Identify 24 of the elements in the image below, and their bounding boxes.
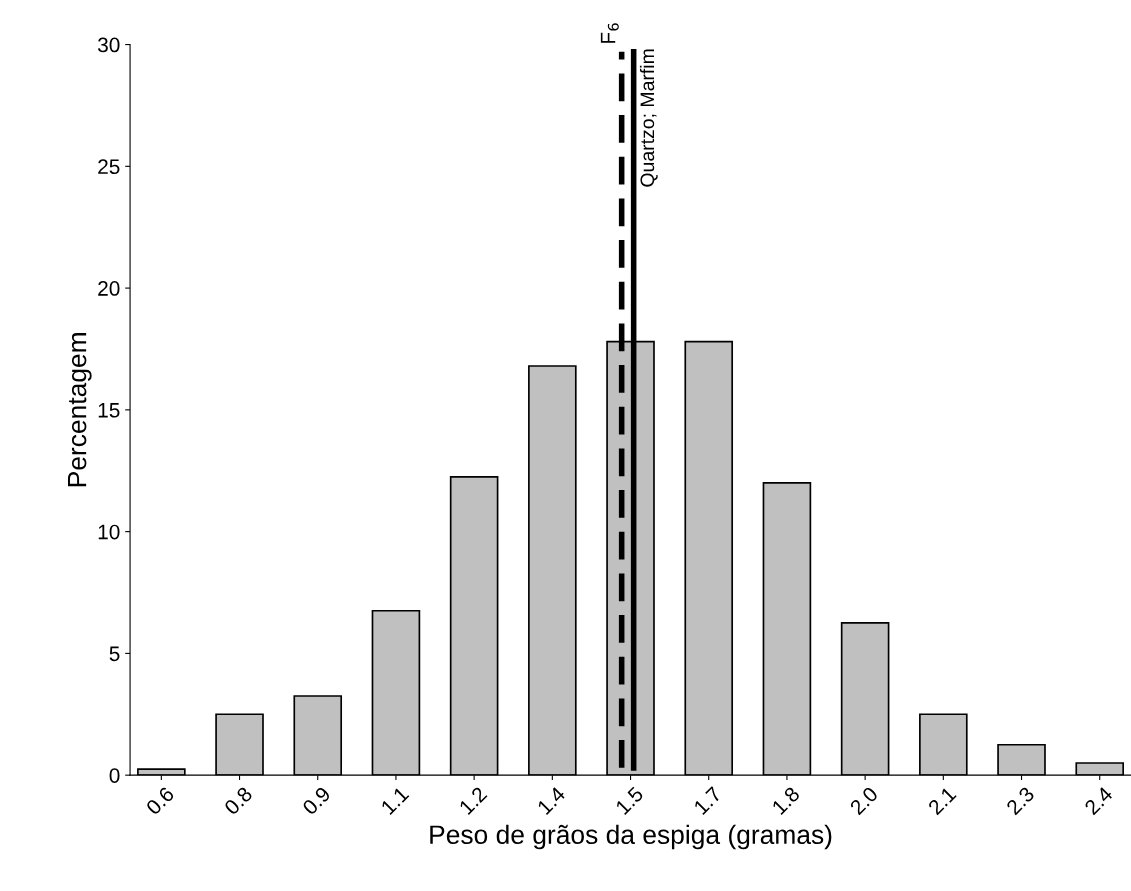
- y-tick-label: 30: [97, 37, 120, 53]
- ref-line-label: Quartzo; Marfim: [639, 49, 658, 187]
- y-tick-label: 20: [98, 281, 120, 296]
- x-tick-label: 2.3: [1005, 785, 1036, 816]
- x-tick-label: 1.8: [771, 785, 801, 816]
- y-axis-title: Percentagem: [67, 333, 92, 487]
- x-tick-label: 1.7: [693, 786, 723, 815]
- y-tick-label: 5: [109, 646, 120, 662]
- x-tick-label: 0.8: [223, 785, 254, 816]
- x-tick-label: 1.5: [615, 786, 645, 816]
- x-tick-label: 1.4: [536, 785, 566, 815]
- y-tick-label: 0: [109, 768, 120, 783]
- x-tick-label: 0.9: [301, 785, 332, 816]
- y-tick-label: 25: [98, 159, 120, 175]
- y-tick-label: 15: [98, 403, 120, 418]
- x-axis-title: Peso de grãos da espiga (gramas): [430, 824, 832, 850]
- x-tick-label: 2.4: [1083, 785, 1114, 816]
- x-tick-label: 2.0: [849, 785, 879, 816]
- x-tick-label: 2.1: [927, 786, 957, 816]
- x-tick-label: 0.6: [145, 785, 175, 816]
- x-tick-label: 1.1: [380, 786, 410, 815]
- x-tick-label: 1.2: [458, 786, 488, 815]
- ref-line-label: F$_{6}$: [600, 23, 619, 43]
- y-tick-label: 10: [98, 524, 120, 540]
